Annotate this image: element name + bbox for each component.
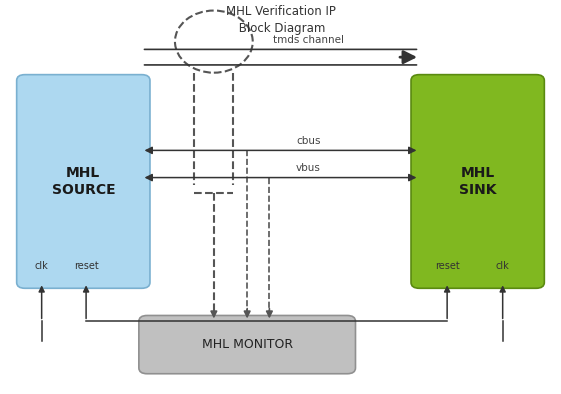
Text: tmds channel: tmds channel <box>273 35 344 45</box>
Text: cbus: cbus <box>296 136 320 146</box>
FancyBboxPatch shape <box>411 74 544 288</box>
FancyBboxPatch shape <box>139 316 356 374</box>
Text: MHL MONITOR: MHL MONITOR <box>201 338 293 351</box>
Text: MHL
SINK: MHL SINK <box>459 166 496 197</box>
Text: reset: reset <box>435 261 459 271</box>
Text: clk: clk <box>35 261 49 271</box>
Text: clk: clk <box>496 261 509 271</box>
FancyBboxPatch shape <box>17 74 150 288</box>
Text: MHL Verification IP
 Block Diagram: MHL Verification IP Block Diagram <box>226 5 335 35</box>
Text: MHL
SOURCE: MHL SOURCE <box>52 166 115 197</box>
Text: reset: reset <box>73 261 99 271</box>
Text: vbus: vbus <box>296 163 321 173</box>
